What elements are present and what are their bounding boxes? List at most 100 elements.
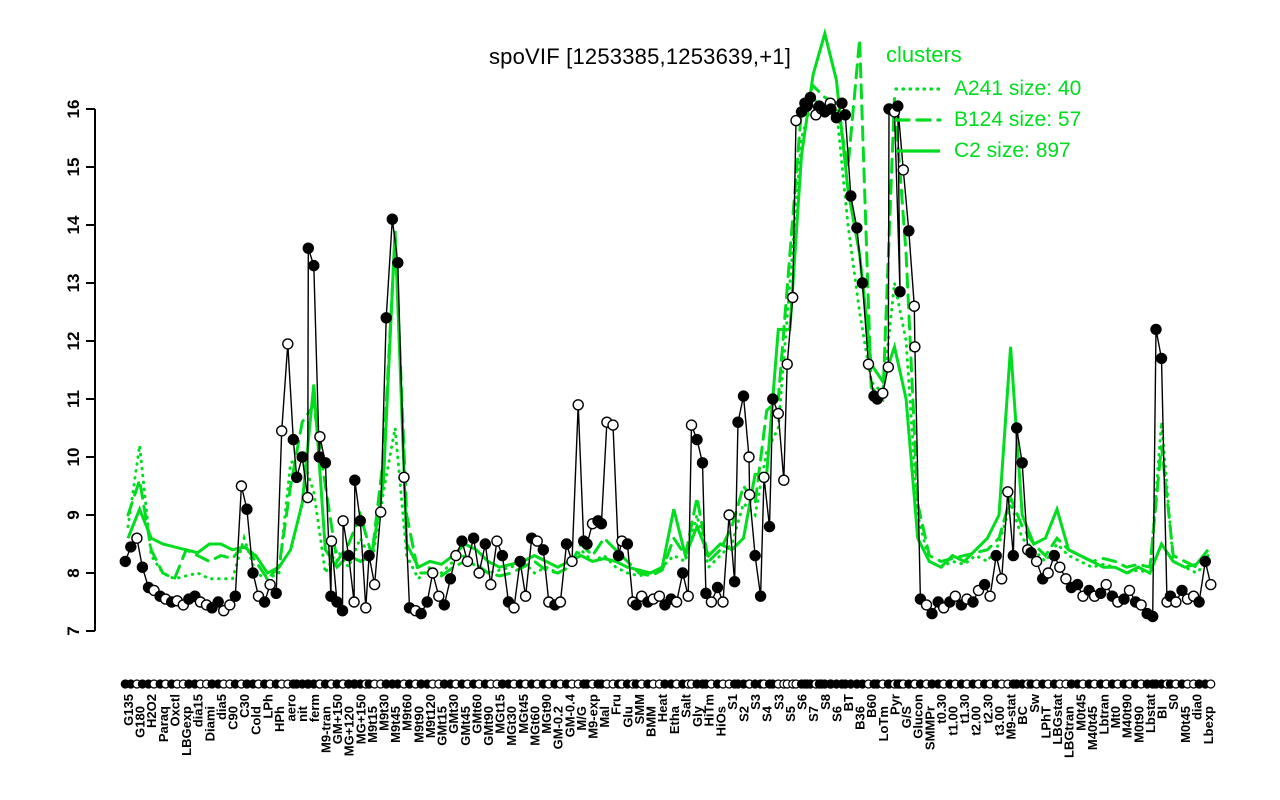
sample-point — [1030, 555, 1043, 568]
sample-point — [1060, 573, 1072, 585]
sample-point — [700, 587, 712, 599]
svg-text:12: 12 — [64, 332, 83, 351]
sample-point — [781, 358, 793, 370]
svg-text:LBGexp: LBGexp — [179, 706, 194, 756]
svg-text:Paraq: Paraq — [156, 706, 171, 742]
sample-point — [723, 509, 735, 521]
svg-text:Lbtran: Lbtran — [1096, 694, 1111, 735]
legend-label-b124: B124 size: 57 — [954, 107, 1082, 131]
sample-point — [336, 605, 349, 617]
svg-text:S2: S2 — [736, 706, 751, 722]
sample-point — [415, 607, 427, 620]
sample-point — [1135, 599, 1147, 611]
sample-point — [705, 596, 718, 608]
svg-text:MG+120: MG+120 — [342, 706, 357, 756]
sample-point — [392, 257, 404, 269]
svg-text:S0: S0 — [1166, 694, 1181, 710]
sample-point — [337, 515, 349, 527]
sample-point — [427, 567, 439, 579]
svg-text:SMM: SMM — [632, 694, 647, 724]
sample-point — [1025, 547, 1037, 559]
sample-point — [1100, 578, 1112, 591]
sample-point — [1123, 584, 1136, 597]
sample-point — [737, 390, 750, 402]
svg-text:t2.00: t2.00 — [969, 706, 984, 736]
sample-point — [696, 457, 709, 469]
sample-point — [717, 596, 729, 608]
dashed-line-icon — [894, 114, 942, 126]
sample-point — [856, 277, 869, 289]
sample-point — [247, 567, 259, 579]
sample-point — [314, 431, 326, 443]
svg-text:H2O2: H2O2 — [144, 694, 159, 728]
sample-point — [743, 489, 756, 501]
svg-text:M0t45: M0t45 — [1073, 694, 1088, 731]
svg-text:MG+150: MG+150 — [353, 694, 368, 744]
sample-point — [264, 578, 276, 591]
svg-text:Glucon: Glucon — [911, 694, 926, 739]
svg-text:M9t90: M9t90 — [411, 706, 426, 743]
svg-text:S7: S7 — [806, 706, 821, 722]
sample-point — [1094, 587, 1107, 599]
legend-title: clusters — [886, 42, 962, 67]
svg-text:M/G: M/G — [574, 706, 589, 731]
sample-point — [433, 590, 445, 602]
sample-point — [1170, 596, 1182, 608]
svg-text:S6: S6 — [795, 694, 810, 710]
sample-point — [398, 471, 410, 483]
sample-point — [325, 535, 338, 547]
sample-point — [560, 538, 573, 550]
sample-point — [967, 596, 979, 608]
svg-text:MGt30: MGt30 — [504, 706, 519, 746]
legend-entry-b124: B124 size: 57 — [886, 104, 1081, 135]
sample-point — [926, 607, 938, 620]
svg-text:Lbstat: Lbstat — [1143, 693, 1158, 733]
sample-point — [978, 578, 991, 591]
sample-point — [282, 338, 294, 350]
svg-text:M9t60: M9t60 — [400, 694, 415, 731]
sample-points — [119, 91, 1217, 623]
sample-point — [241, 503, 253, 515]
svg-text:B36: B36 — [853, 706, 868, 730]
svg-text:BI: BI — [1155, 706, 1170, 719]
svg-text:LPhT: LPhT — [1038, 706, 1053, 739]
sample-point — [1155, 352, 1168, 365]
sample-point — [566, 555, 578, 568]
sample-point — [839, 109, 851, 121]
sample-point — [421, 596, 433, 608]
svg-text:G180: G180 — [133, 706, 148, 738]
sample-point — [909, 341, 921, 353]
sample-point — [131, 532, 143, 544]
svg-text:C30: C30 — [237, 694, 252, 718]
svg-text:S5: S5 — [783, 706, 798, 722]
sample-point — [479, 538, 491, 550]
legend-label-a241: A241 size: 40 — [954, 76, 1082, 100]
sample-point — [653, 590, 666, 602]
svg-text:t2.30: t2.30 — [980, 694, 995, 724]
legend-label-c2: C2 size: 897 — [954, 138, 1071, 162]
sample-point — [467, 532, 480, 544]
sample-point — [862, 358, 875, 370]
sample-point — [1011, 422, 1023, 434]
svg-text:11: 11 — [64, 390, 83, 408]
svg-text:M40t90: M40t90 — [1120, 694, 1135, 738]
svg-text:M9t120: M9t120 — [423, 694, 438, 738]
sample-point — [368, 578, 381, 591]
svg-text:GMt60: GMt60 — [469, 694, 484, 734]
sample-point — [354, 515, 366, 527]
sample-point — [473, 567, 485, 579]
rug-point — [1206, 679, 1216, 689]
sample-point — [508, 602, 520, 614]
sample-point — [119, 555, 132, 568]
svg-text:Heat: Heat — [655, 693, 670, 722]
svg-text:GM-0.4: GM-0.4 — [562, 693, 577, 737]
sample-point — [212, 596, 224, 608]
svg-text:S6: S6 — [829, 706, 844, 722]
sample-point — [851, 222, 863, 234]
sample-point — [787, 291, 799, 304]
sample-point — [711, 581, 724, 594]
sample-point — [1176, 584, 1188, 597]
svg-text:HiOs: HiOs — [713, 706, 728, 736]
svg-text:LBGtran: LBGtran — [1062, 706, 1077, 758]
